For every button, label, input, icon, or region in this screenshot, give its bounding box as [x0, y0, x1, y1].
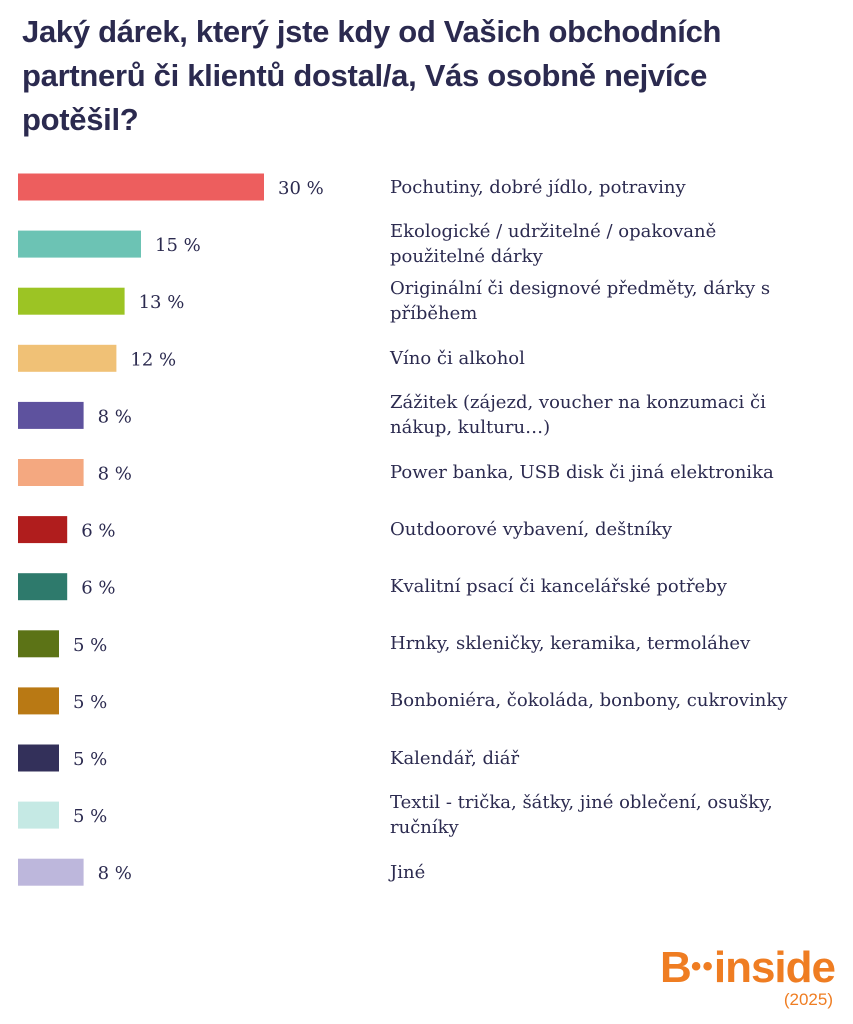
bar	[18, 287, 125, 315]
value-label: 5 %	[73, 749, 107, 770]
category-label: Power banka, USB disk či jiná elektronik…	[390, 462, 774, 483]
logo-dots: ••	[690, 950, 714, 983]
bar	[18, 801, 59, 829]
value-label: 5 %	[73, 635, 107, 656]
value-label: 8 %	[98, 863, 132, 884]
category-label: Textil - trička, šátky, jiné oblečení, o…	[390, 792, 773, 839]
category-label: Originální či designové předměty, dárky …	[390, 278, 771, 325]
bar	[18, 401, 84, 429]
category-label: Zážitek (zájezd, voucher na konzumaci či…	[390, 392, 766, 439]
category-label: Jiné	[390, 861, 426, 883]
bar	[18, 858, 84, 886]
value-label: 6 %	[81, 578, 115, 599]
category-label: Pochutiny, dobré jídlo, potraviny	[390, 176, 686, 198]
category-label: Kalendář, diář	[390, 747, 520, 769]
bar	[18, 516, 68, 544]
bar	[18, 630, 59, 658]
category-label: Outdoorové vybavení, deštníky	[390, 519, 673, 541]
value-label: 30 %	[278, 178, 324, 199]
value-label: 6 %	[81, 521, 115, 542]
category-label: Hrnky, skleničky, keramika, termoláhev	[390, 633, 751, 655]
year-label: (2025)	[783, 990, 833, 1009]
bar	[18, 344, 117, 372]
category-label: Kvalitní psací či kancelářské potřeby	[390, 576, 727, 598]
value-label: 12 %	[130, 349, 176, 370]
bar	[18, 573, 68, 601]
value-label: 5 %	[73, 692, 107, 713]
value-label: 15 %	[155, 235, 201, 256]
value-label: 5 %	[73, 806, 107, 827]
bar	[18, 173, 264, 201]
bar	[18, 230, 141, 258]
logo-text: inside	[713, 943, 836, 992]
bar	[18, 459, 84, 486]
logo-b: B	[660, 943, 692, 992]
value-label: 8 %	[98, 464, 132, 485]
category-label: Ekologické / udržitelné / opakovaně použ…	[390, 221, 717, 268]
binside-logo: B••inside	[660, 942, 836, 993]
value-label: 13 %	[139, 292, 185, 313]
category-label: Víno či alkohol	[390, 347, 525, 369]
category-label: Bonboniéra, čokoláda, bonbony, cukrovink…	[390, 690, 788, 712]
value-label: 8 %	[98, 406, 132, 427]
chart-title: Jaký dárek, který jste kdy od Vašich obc…	[22, 14, 722, 137]
bar	[18, 687, 59, 715]
bar	[18, 744, 59, 772]
